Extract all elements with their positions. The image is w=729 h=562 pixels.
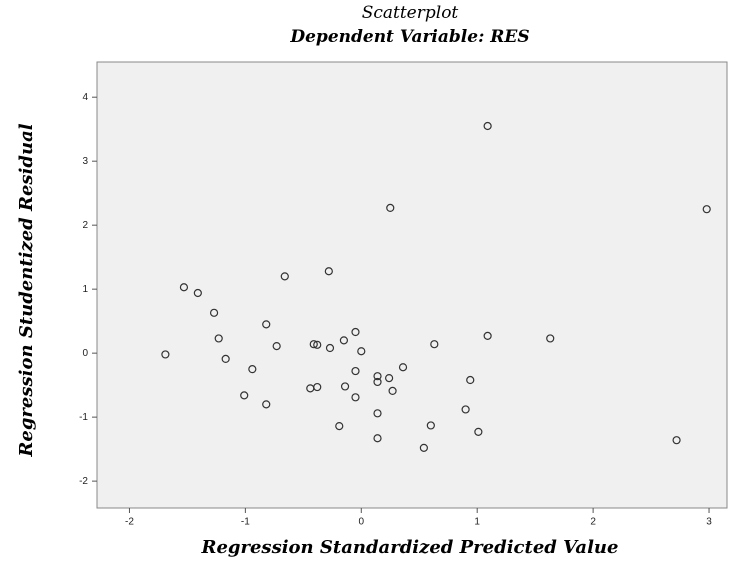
point [373,377,382,387]
point [385,374,394,383]
plot-area [96,61,728,509]
point [373,434,382,443]
y-tick-label: 4 [82,92,88,103]
point [280,272,289,281]
point [214,334,223,343]
point [161,350,170,359]
point [325,343,335,353]
point [313,382,322,392]
point [373,372,382,381]
point [702,205,711,214]
point [546,334,555,343]
chart-title: Scatterplot [362,3,459,23]
point [313,340,322,349]
point [272,342,281,351]
point [430,340,439,349]
point [419,443,428,452]
y-tick-label: -2 [79,476,88,487]
point [461,405,470,414]
point [324,267,333,276]
point [483,121,492,131]
x-tick-label: 0 [359,517,365,528]
point [340,382,350,391]
point [351,327,360,337]
x-tick-label: -1 [241,517,250,528]
x-tick-label: -2 [125,517,134,528]
point [221,354,230,364]
point [398,363,408,372]
point [339,336,348,345]
point [351,366,360,376]
point [262,320,271,329]
point [240,391,249,400]
point [193,288,202,298]
y-tick-label: 3 [82,156,88,167]
x-tick-label: 3 [706,517,712,528]
y-tick-label: 2 [82,220,88,231]
y-axis-label: Regression Studentized Residual [16,123,37,457]
point [672,436,681,445]
point [179,283,189,292]
y-tick-label: 0 [82,348,88,359]
point [335,421,344,431]
point [209,308,219,317]
y-tick-label: -1 [79,412,88,423]
x-axis-label: Regression Standardized Predicted Value [201,537,619,558]
x-tick-label: 1 [474,517,480,528]
x-tick-label: 2 [590,517,596,528]
point [466,375,475,385]
point [388,386,397,396]
point [483,331,492,340]
chart-subtitle: Dependent Variable: RES [289,27,529,47]
point [373,409,382,418]
y-tick-label: 1 [82,284,88,295]
point [386,203,395,212]
point [248,365,257,374]
point [426,421,435,430]
point [474,427,483,436]
point [351,393,360,402]
point [262,400,271,409]
point [309,340,318,349]
point [357,347,366,356]
